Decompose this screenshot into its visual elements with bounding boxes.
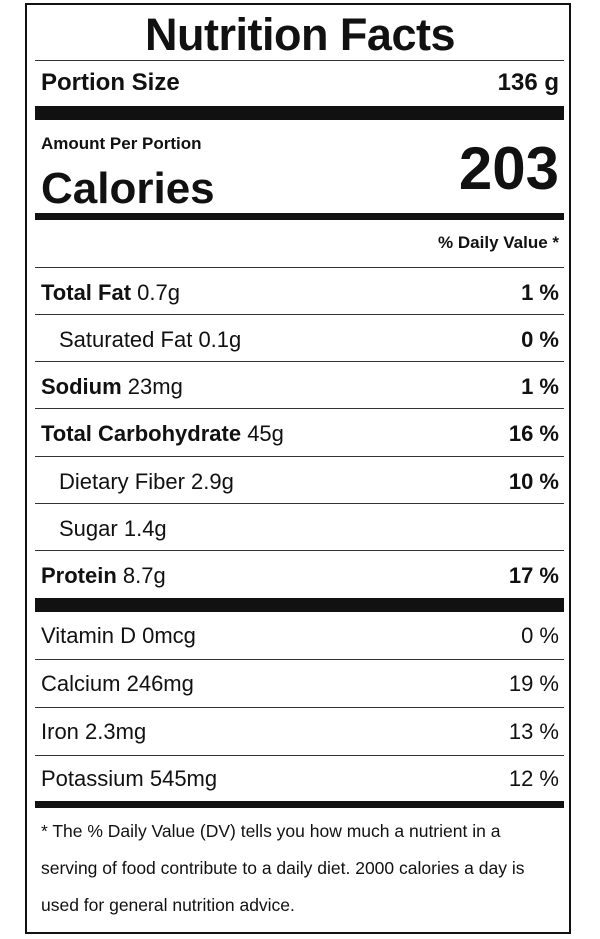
nutrient-name: Dietary Fiber	[59, 469, 185, 494]
vitamin-name: Vitamin D	[41, 623, 136, 648]
divider	[35, 361, 564, 362]
nutrient-amount: 2.9g	[191, 469, 234, 494]
nutrient-dv: 16 %	[508, 421, 559, 446]
nutrient-dv: 1 %	[521, 374, 559, 399]
vitamin-row-potassium: Potassium 545mg 12 %	[41, 766, 559, 792]
vitamin-name: Iron	[41, 719, 79, 744]
nutrient-row-protein: Protein 8.7g 17 %	[41, 563, 559, 589]
nutrient-amount: 1.4g	[123, 516, 167, 541]
nutrient-dv: 10 %	[508, 469, 559, 494]
medium-divider	[35, 801, 564, 808]
vitamin-row-iron: Iron 2.3mg 13 %	[41, 719, 559, 745]
nutrient-amount: 0.1g	[198, 327, 242, 352]
thick-divider	[35, 598, 564, 612]
nutrient-name: Protein	[41, 563, 117, 588]
vitamin-dv: 13 %	[508, 719, 559, 744]
nutrient-dv: 1 %	[521, 280, 559, 305]
nutrient-row-total-carbohydrate: Total Carbohydrate 45g 16 %	[41, 421, 559, 447]
vitamin-row-calcium: Calcium 246mg 19 %	[41, 671, 559, 697]
amount-per-portion: Amount Per Portion	[41, 134, 202, 153]
vitamin-amount: 2.3mg	[85, 719, 147, 744]
vitamin-dv: 19 %	[508, 671, 559, 696]
nutrient-name: Total Fat	[41, 280, 132, 305]
divider	[35, 408, 564, 409]
divider	[35, 503, 564, 504]
medium-divider	[35, 213, 564, 220]
nutrient-row-total-fat: Total Fat 0.7g 1 %	[41, 280, 559, 306]
nutrient-name: Total Carbohydrate	[41, 421, 242, 446]
divider	[35, 314, 564, 315]
vitamin-name: Calcium	[41, 671, 121, 696]
portion-size-row: Portion Size 136 g	[41, 68, 559, 98]
vitamin-amount: 545mg	[149, 766, 218, 791]
divider	[35, 659, 564, 660]
portion-size-label: Portion Size	[41, 69, 180, 96]
label-title: Nutrition Facts	[144, 9, 456, 60]
nutrient-row-sodium: Sodium 23mg 1 %	[41, 374, 559, 400]
nutrient-amount: 23mg	[127, 374, 183, 399]
portion-size-value: 136 g	[497, 69, 559, 96]
divider	[35, 755, 564, 756]
vitamin-dv: 12 %	[508, 766, 559, 791]
nutrient-row-dietary-fiber: Dietary Fiber 2.9g 10 %	[41, 469, 559, 495]
nutrition-label-border	[25, 3, 571, 934]
divider	[35, 550, 564, 551]
divider	[35, 267, 564, 268]
nutrient-dv: 17 %	[508, 563, 559, 588]
calories-label: Calories	[41, 164, 215, 213]
nutrient-name: Sugar	[59, 516, 118, 541]
calories-value: 203	[458, 135, 559, 202]
vitamin-dv: 0 %	[521, 623, 559, 648]
divider	[35, 60, 564, 61]
nutrient-row-saturated-fat: Saturated Fat 0.1g 0 %	[41, 327, 559, 353]
nutrient-amount: 0.7g	[137, 280, 180, 305]
nutrient-row-sugar: Sugar 1.4g	[41, 516, 559, 542]
nutrient-dv: 0 %	[521, 327, 559, 352]
thick-divider	[35, 106, 564, 120]
vitamin-name: Potassium	[41, 766, 144, 791]
footnote: * The % Daily Value (DV) tells you how m…	[41, 821, 525, 915]
nutrient-amount: 45g	[247, 421, 284, 446]
nutrient-amount: 8.7g	[122, 563, 166, 588]
divider	[35, 707, 564, 708]
vitamin-row-vitamin-d: Vitamin D 0mcg 0 %	[41, 623, 559, 649]
vitamin-amount: 0mcg	[142, 623, 196, 648]
nutrient-name: Sodium	[41, 374, 122, 399]
divider	[35, 456, 564, 457]
nutrient-name: Saturated Fat	[59, 327, 193, 352]
daily-value-header: % Daily Value *	[438, 233, 559, 252]
vitamin-amount: 246mg	[126, 671, 194, 696]
